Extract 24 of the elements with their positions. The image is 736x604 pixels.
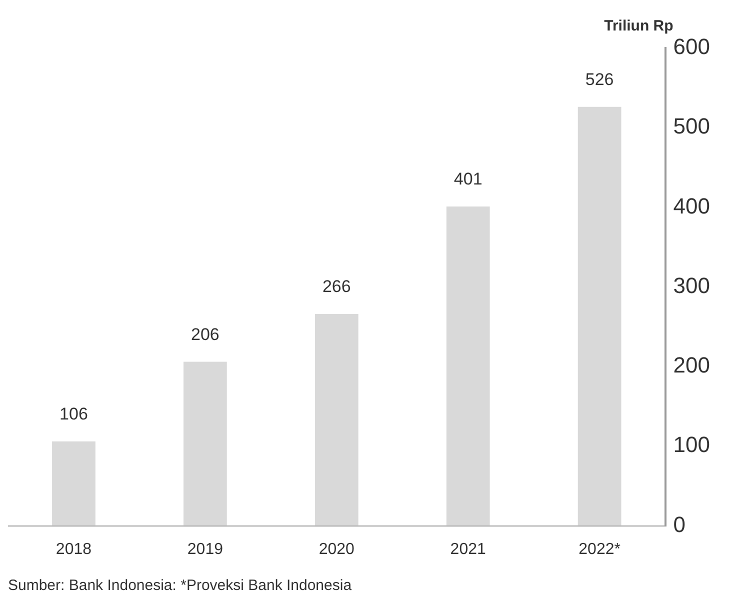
x-tick-label: 2019 bbox=[187, 540, 224, 558]
y-tick-label: 500 bbox=[673, 114, 710, 139]
x-tick-label: 2020 bbox=[318, 540, 355, 558]
y-tick-label: 100 bbox=[673, 432, 710, 458]
y-tick-label: 600 bbox=[673, 34, 710, 60]
bar bbox=[446, 206, 490, 526]
x-tick-label: 2022* bbox=[578, 540, 620, 558]
x-tick-label: 2018 bbox=[56, 540, 92, 558]
data-label: 266 bbox=[322, 277, 351, 296]
data-label: 106 bbox=[60, 404, 88, 424]
y-axis-title: Triliun Rp bbox=[604, 18, 674, 35]
bar bbox=[578, 106, 622, 526]
y-tick-label: 300 bbox=[673, 272, 710, 298]
y-tick-label: 400 bbox=[673, 193, 710, 218]
text: Sumber: Bank Indonesia: *Proveksi Bank Indonesia bbox=[8, 577, 353, 594]
bar bbox=[52, 441, 96, 526]
data-label: 401 bbox=[454, 170, 482, 189]
data-label: 526 bbox=[585, 70, 614, 90]
y-tick-label: 200 bbox=[673, 352, 710, 378]
data-label: 206 bbox=[191, 324, 220, 344]
bar bbox=[184, 362, 227, 526]
x-tick-label: 2021 bbox=[450, 540, 486, 558]
bar bbox=[314, 314, 358, 526]
y-tick-label: 0 bbox=[673, 512, 686, 537]
